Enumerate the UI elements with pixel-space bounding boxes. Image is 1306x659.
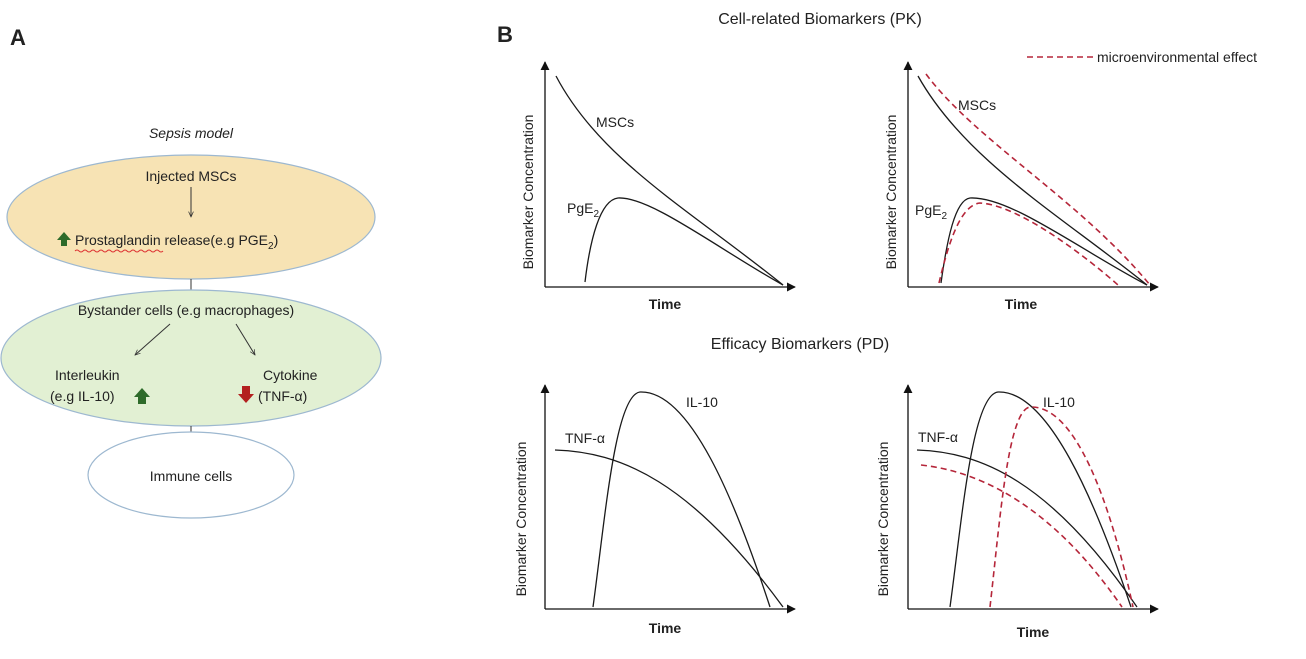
immune-cells-text: Immune cells <box>150 468 232 484</box>
prostaglandin-release-text: Prostaglandin release(e.g PGE2) <box>75 232 278 252</box>
chart2-mscs-shifted-curve <box>925 73 1151 286</box>
chart3-il10-curve <box>592 391 771 608</box>
chart4-tnf-label: TNF-α <box>918 429 958 445</box>
chart1-y-label: Biomarker Concentration <box>520 115 536 270</box>
chart3-tnf-curve <box>554 449 784 608</box>
chart-pd-left: Biomarker Concentration Time TNF-α IL-10 <box>513 384 796 636</box>
chart1-pge-base: PgE <box>567 200 593 216</box>
pd-title: Efficacy Biomarkers (PD) <box>711 336 889 353</box>
bystander-cells-text: Bystander cells (e.g macrophages) <box>78 302 294 318</box>
pge-subscript: 2 <box>268 241 274 252</box>
il10-example-text: (e.g IL-10) <box>50 388 115 404</box>
chart-pk-left: Biomarker Concentration Time MSCs PgE2 <box>520 61 796 312</box>
chart4-il10-shifted-curve <box>989 406 1134 608</box>
spellcheck-underline <box>74 249 164 253</box>
prostaglandin-word: Prostaglandin <box>75 232 161 248</box>
chart4-tnf-curve <box>916 449 1138 608</box>
chart2-pge-shifted-curve <box>938 202 1119 286</box>
chart2-pge-curve <box>940 197 1148 286</box>
chart4-y-label: Biomarker Concentration <box>875 442 891 597</box>
chart1-pge-sub: 2 <box>593 209 599 220</box>
pge-close: ) <box>274 232 279 248</box>
panel-a: A Sepsis model Injected MSCs Prostagland… <box>0 25 382 519</box>
chart3-x-label: Time <box>649 620 682 636</box>
prostaglandin-rest: release(e.g PGE <box>161 232 268 248</box>
flow-arrow-left <box>135 323 171 355</box>
panel-b: B Cell-related Biomarkers (PK) Efficacy … <box>497 11 1257 640</box>
chart1-mscs-curve <box>555 75 784 286</box>
chart2-x-label: Time <box>1005 296 1038 312</box>
pk-title: Cell-related Biomarkers (PK) <box>718 11 922 28</box>
sepsis-model-title: Sepsis model <box>149 125 234 141</box>
interleukin-text: Interleukin <box>55 367 120 383</box>
chart3-y-label: Biomarker Concentration <box>513 442 529 597</box>
chart4-il10-curve <box>949 391 1132 608</box>
chart2-pge-sub: 2 <box>941 211 947 222</box>
chart2-pge-base: PgE <box>915 202 941 218</box>
cytokine-text: Cytokine <box>263 367 318 383</box>
panel-a-label: A <box>10 25 26 50</box>
tnf-alpha-text: (TNF-α) <box>258 388 307 404</box>
chart2-y-label: Biomarker Concentration <box>883 115 899 270</box>
chart4-tnf-shifted-curve <box>920 464 1123 608</box>
up-arrow-icon-2 <box>134 388 150 404</box>
flow-arrow-right <box>235 323 255 355</box>
down-arrow-icon <box>238 386 254 403</box>
chart-pk-right: Biomarker Concentration Time MSCs PgE2 <box>883 61 1159 312</box>
chart4-x-label: Time <box>1017 624 1050 640</box>
chart1-pge-label: PgE2 <box>567 200 599 220</box>
chart4-il10-label: IL-10 <box>1043 394 1075 410</box>
legend-label: microenvironmental effect <box>1097 49 1257 65</box>
chart1-x-label: Time <box>649 296 682 312</box>
chart1-pge-curve <box>584 197 784 286</box>
panel-b-label: B <box>497 22 513 47</box>
chart3-tnf-label: TNF-α <box>565 430 605 446</box>
chart-pd-right: Biomarker Concentration Time TNF-α IL-10 <box>875 384 1159 640</box>
injected-mscs-text: Injected MSCs <box>145 168 236 184</box>
chart1-mscs-label: MSCs <box>596 114 634 130</box>
chart2-mscs-label: MSCs <box>958 97 996 113</box>
chart2-pge-label: PgE2 <box>915 202 947 222</box>
immune-ellipse <box>87 431 295 519</box>
up-arrow-icon <box>57 232 71 246</box>
chart3-il10-label: IL-10 <box>686 394 718 410</box>
chart2-mscs-curve <box>917 75 1148 286</box>
